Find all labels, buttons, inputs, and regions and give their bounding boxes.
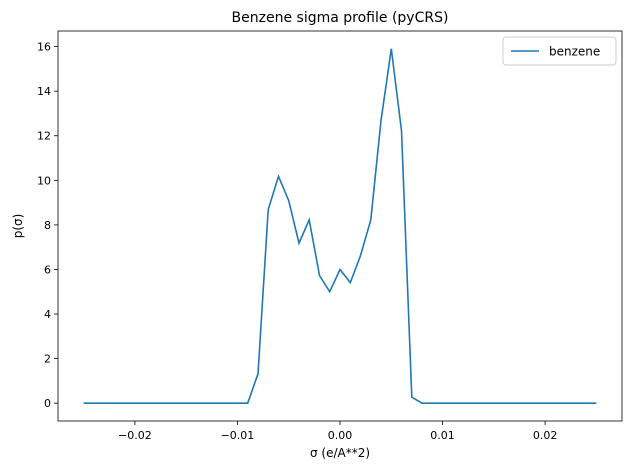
axes-frame bbox=[57, 30, 623, 422]
x-tick-label: −0.02 bbox=[118, 429, 152, 442]
x-tick-label: −0.01 bbox=[221, 429, 255, 442]
legend-box bbox=[502, 36, 617, 66]
x-tick-label: 0.01 bbox=[430, 429, 455, 442]
y-tick-label: 16 bbox=[37, 41, 51, 54]
y-tick-label: 0 bbox=[44, 397, 51, 410]
series-line-benzene bbox=[83, 48, 597, 405]
legend-label-benzene: benzene bbox=[549, 45, 600, 59]
y-tick-label: 2 bbox=[44, 353, 51, 366]
y-tick-label: 8 bbox=[44, 219, 51, 232]
x-axis-label: σ (e/A**2) bbox=[310, 446, 370, 460]
y-tick-label: 10 bbox=[37, 174, 51, 187]
y-tick-label: 12 bbox=[37, 130, 51, 143]
x-tick-label: 0.02 bbox=[533, 429, 558, 442]
y-tick-label: 4 bbox=[44, 308, 51, 321]
y-axis-label: p(σ) bbox=[11, 214, 25, 239]
y-tick-label: 14 bbox=[37, 85, 51, 98]
legend: benzene bbox=[502, 36, 617, 66]
x-tick-label: 0.00 bbox=[328, 429, 353, 442]
y-tick-label: 6 bbox=[44, 263, 51, 276]
chart-title: Benzene sigma profile (pyCRS) bbox=[232, 10, 449, 26]
